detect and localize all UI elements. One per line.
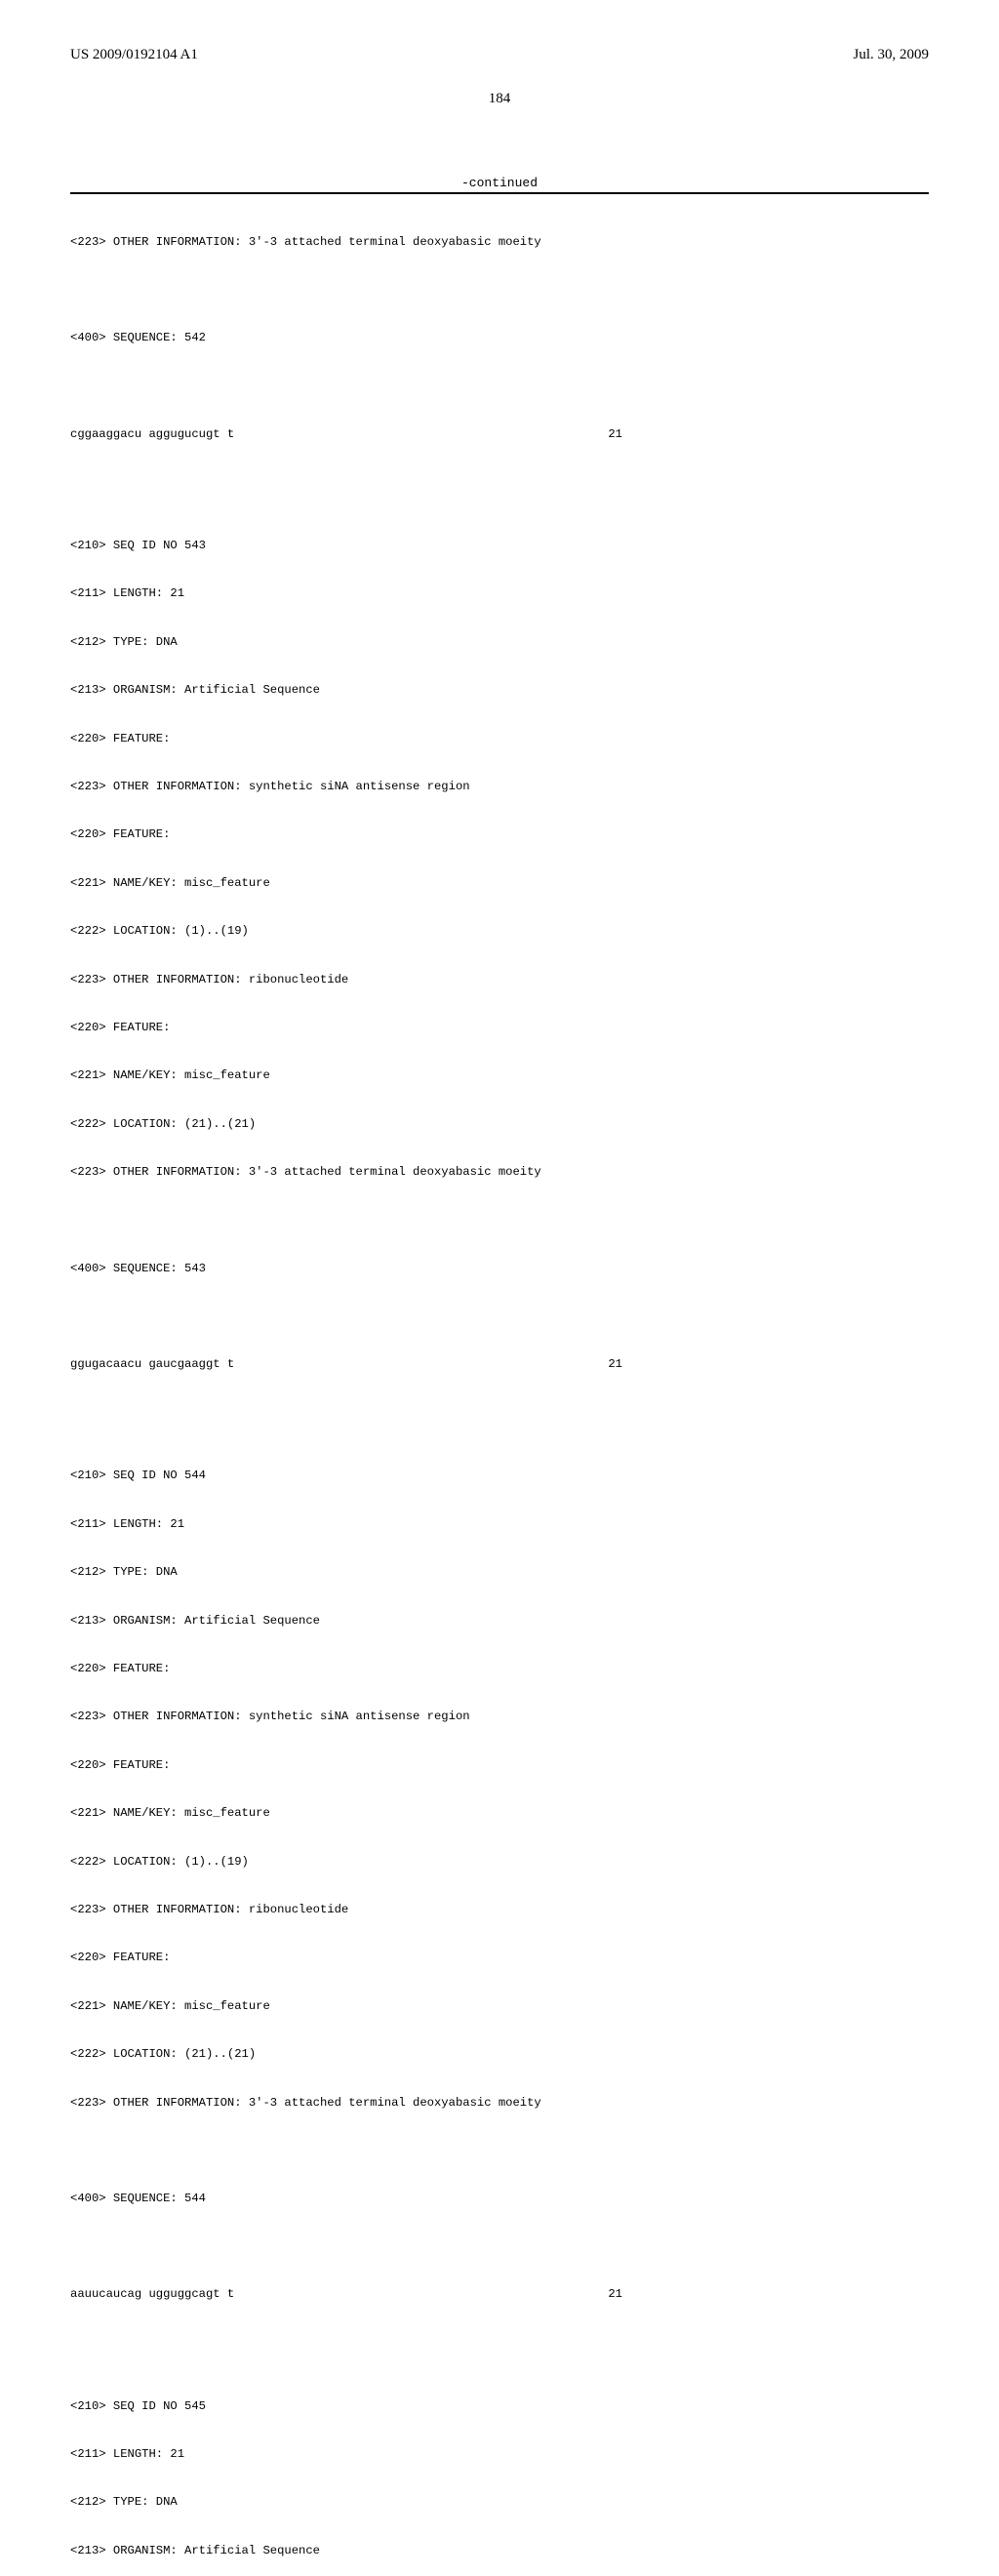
sequence-text: aauucaucag ugguggcagt t: [70, 2286, 587, 2302]
entry-0: <223> OTHER INFORMATION: 3'-3 attached t…: [70, 202, 929, 474]
info-line: <223> OTHER INFORMATION: synthetic siNA …: [70, 1709, 929, 1724]
sequence-length: 21: [587, 1356, 622, 1372]
info-line: <222> LOCATION: (1)..(19): [70, 923, 929, 939]
sequence-label: <400> SEQUENCE: 542: [70, 330, 929, 345]
continued-label: -continued: [70, 176, 929, 190]
info-line: <221> NAME/KEY: misc_feature: [70, 875, 929, 891]
publication-number: US 2009/0192104 A1: [70, 47, 198, 63]
sequence-length: 21: [587, 2286, 622, 2302]
info-line: <212> TYPE: DNA: [70, 634, 929, 650]
info-line: <220> FEATURE:: [70, 1020, 929, 1035]
page-header: US 2009/0192104 A1 Jul. 30, 2009: [70, 47, 929, 63]
info-line: <222> LOCATION: (21)..(21): [70, 2046, 929, 2062]
info-line: <213> ORGANISM: Artificial Sequence: [70, 2543, 929, 2558]
info-line: <220> FEATURE:: [70, 1757, 929, 1773]
sequence-text: ggugacaacu gaucgaaggt t: [70, 1356, 587, 1372]
info-line: <220> FEATURE:: [70, 731, 929, 746]
sequence-row: aauucaucag ugguggcagt t 21: [70, 2286, 929, 2302]
entry-3: <210> SEQ ID NO 545 <211> LENGTH: 21 <21…: [70, 2366, 929, 2576]
info-line: <220> FEATURE:: [70, 1661, 929, 1676]
info-line: <222> LOCATION: (1)..(19): [70, 1854, 929, 1870]
sequence-text: cggaaggacu aggugucugt t: [70, 426, 587, 442]
info-line: <221> NAME/KEY: misc_feature: [70, 1067, 929, 1083]
info-line: <213> ORGANISM: Artificial Sequence: [70, 1613, 929, 1629]
info-line: <220> FEATURE:: [70, 1950, 929, 1965]
info-line: <210> SEQ ID NO 543: [70, 538, 929, 553]
sequence-label: <400> SEQUENCE: 543: [70, 1261, 929, 1276]
sequence-label: <400> SEQUENCE: 544: [70, 2191, 929, 2206]
entry-2: <210> SEQ ID NO 544 <211> LENGTH: 21 <21…: [70, 1435, 929, 2334]
info-line: <211> LENGTH: 21: [70, 2446, 929, 2462]
sequence-length: 21: [587, 426, 622, 442]
info-line: <223> OTHER INFORMATION: 3'-3 attached t…: [70, 234, 929, 250]
info-line: <212> TYPE: DNA: [70, 1564, 929, 1580]
info-line: <223> OTHER INFORMATION: 3'-3 attached t…: [70, 2095, 929, 2111]
info-line: <213> ORGANISM: Artificial Sequence: [70, 682, 929, 698]
sequence-row: ggugacaacu gaucgaaggt t 21: [70, 1356, 929, 1372]
info-line: <223> OTHER INFORMATION: ribonucleotide: [70, 972, 929, 987]
sequence-row: cggaaggacu aggugucugt t 21: [70, 426, 929, 442]
info-line: <221> NAME/KEY: misc_feature: [70, 1805, 929, 1821]
info-line: <210> SEQ ID NO 544: [70, 1468, 929, 1483]
info-line: <212> TYPE: DNA: [70, 2494, 929, 2510]
top-rule: [70, 192, 929, 194]
info-line: <210> SEQ ID NO 545: [70, 2398, 929, 2414]
publication-date: Jul. 30, 2009: [853, 47, 929, 63]
info-line: <223> OTHER INFORMATION: 3'-3 attached t…: [70, 1164, 929, 1180]
info-line: <223> OTHER INFORMATION: ribonucleotide: [70, 1902, 929, 1917]
entry-1: <210> SEQ ID NO 543 <211> LENGTH: 21 <21…: [70, 505, 929, 1404]
page-number: 184: [70, 91, 929, 107]
page-container: US 2009/0192104 A1 Jul. 30, 2009 184 -co…: [0, 0, 999, 2576]
info-line: <211> LENGTH: 21: [70, 585, 929, 601]
info-line: <222> LOCATION: (21)..(21): [70, 1116, 929, 1132]
info-line: <221> NAME/KEY: misc_feature: [70, 1998, 929, 2014]
info-line: <223> OTHER INFORMATION: synthetic siNA …: [70, 779, 929, 794]
info-line: <211> LENGTH: 21: [70, 1516, 929, 1532]
info-line: <220> FEATURE:: [70, 826, 929, 842]
